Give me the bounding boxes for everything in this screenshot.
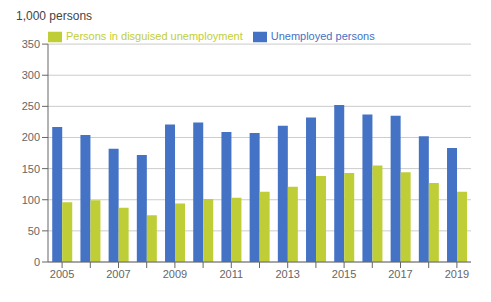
html-text:Persons in disguised unemploym: Persons in disguised unemployment <box>66 30 243 42</box>
html-text:1,000 persons: 1,000 persons <box>16 9 93 23</box>
svg-text:0: 0 <box>34 256 40 268</box>
svg-text:250: 250 <box>22 100 40 112</box>
svg-text:2011: 2011 <box>219 268 243 280</box>
svg-text:200: 200 <box>22 131 40 143</box>
svg-text:2009: 2009 <box>163 268 187 280</box>
svg-text:300: 300 <box>22 69 40 81</box>
svg-text:2019: 2019 <box>445 268 469 280</box>
svg-text:2015: 2015 <box>332 268 356 280</box>
svg-text:2007: 2007 <box>106 268 130 280</box>
svg-text:2017: 2017 <box>388 268 412 280</box>
html-text:Unemployed persons: Unemployed persons <box>270 30 375 42</box>
svg-text:350: 350 <box>22 38 40 50</box>
svg-text:150: 150 <box>22 163 40 175</box>
svg-text:100: 100 <box>22 194 40 206</box>
svg-text:2013: 2013 <box>275 268 299 280</box>
svg-text:50: 50 <box>28 225 40 237</box>
svg-text:2005: 2005 <box>50 268 74 280</box>
